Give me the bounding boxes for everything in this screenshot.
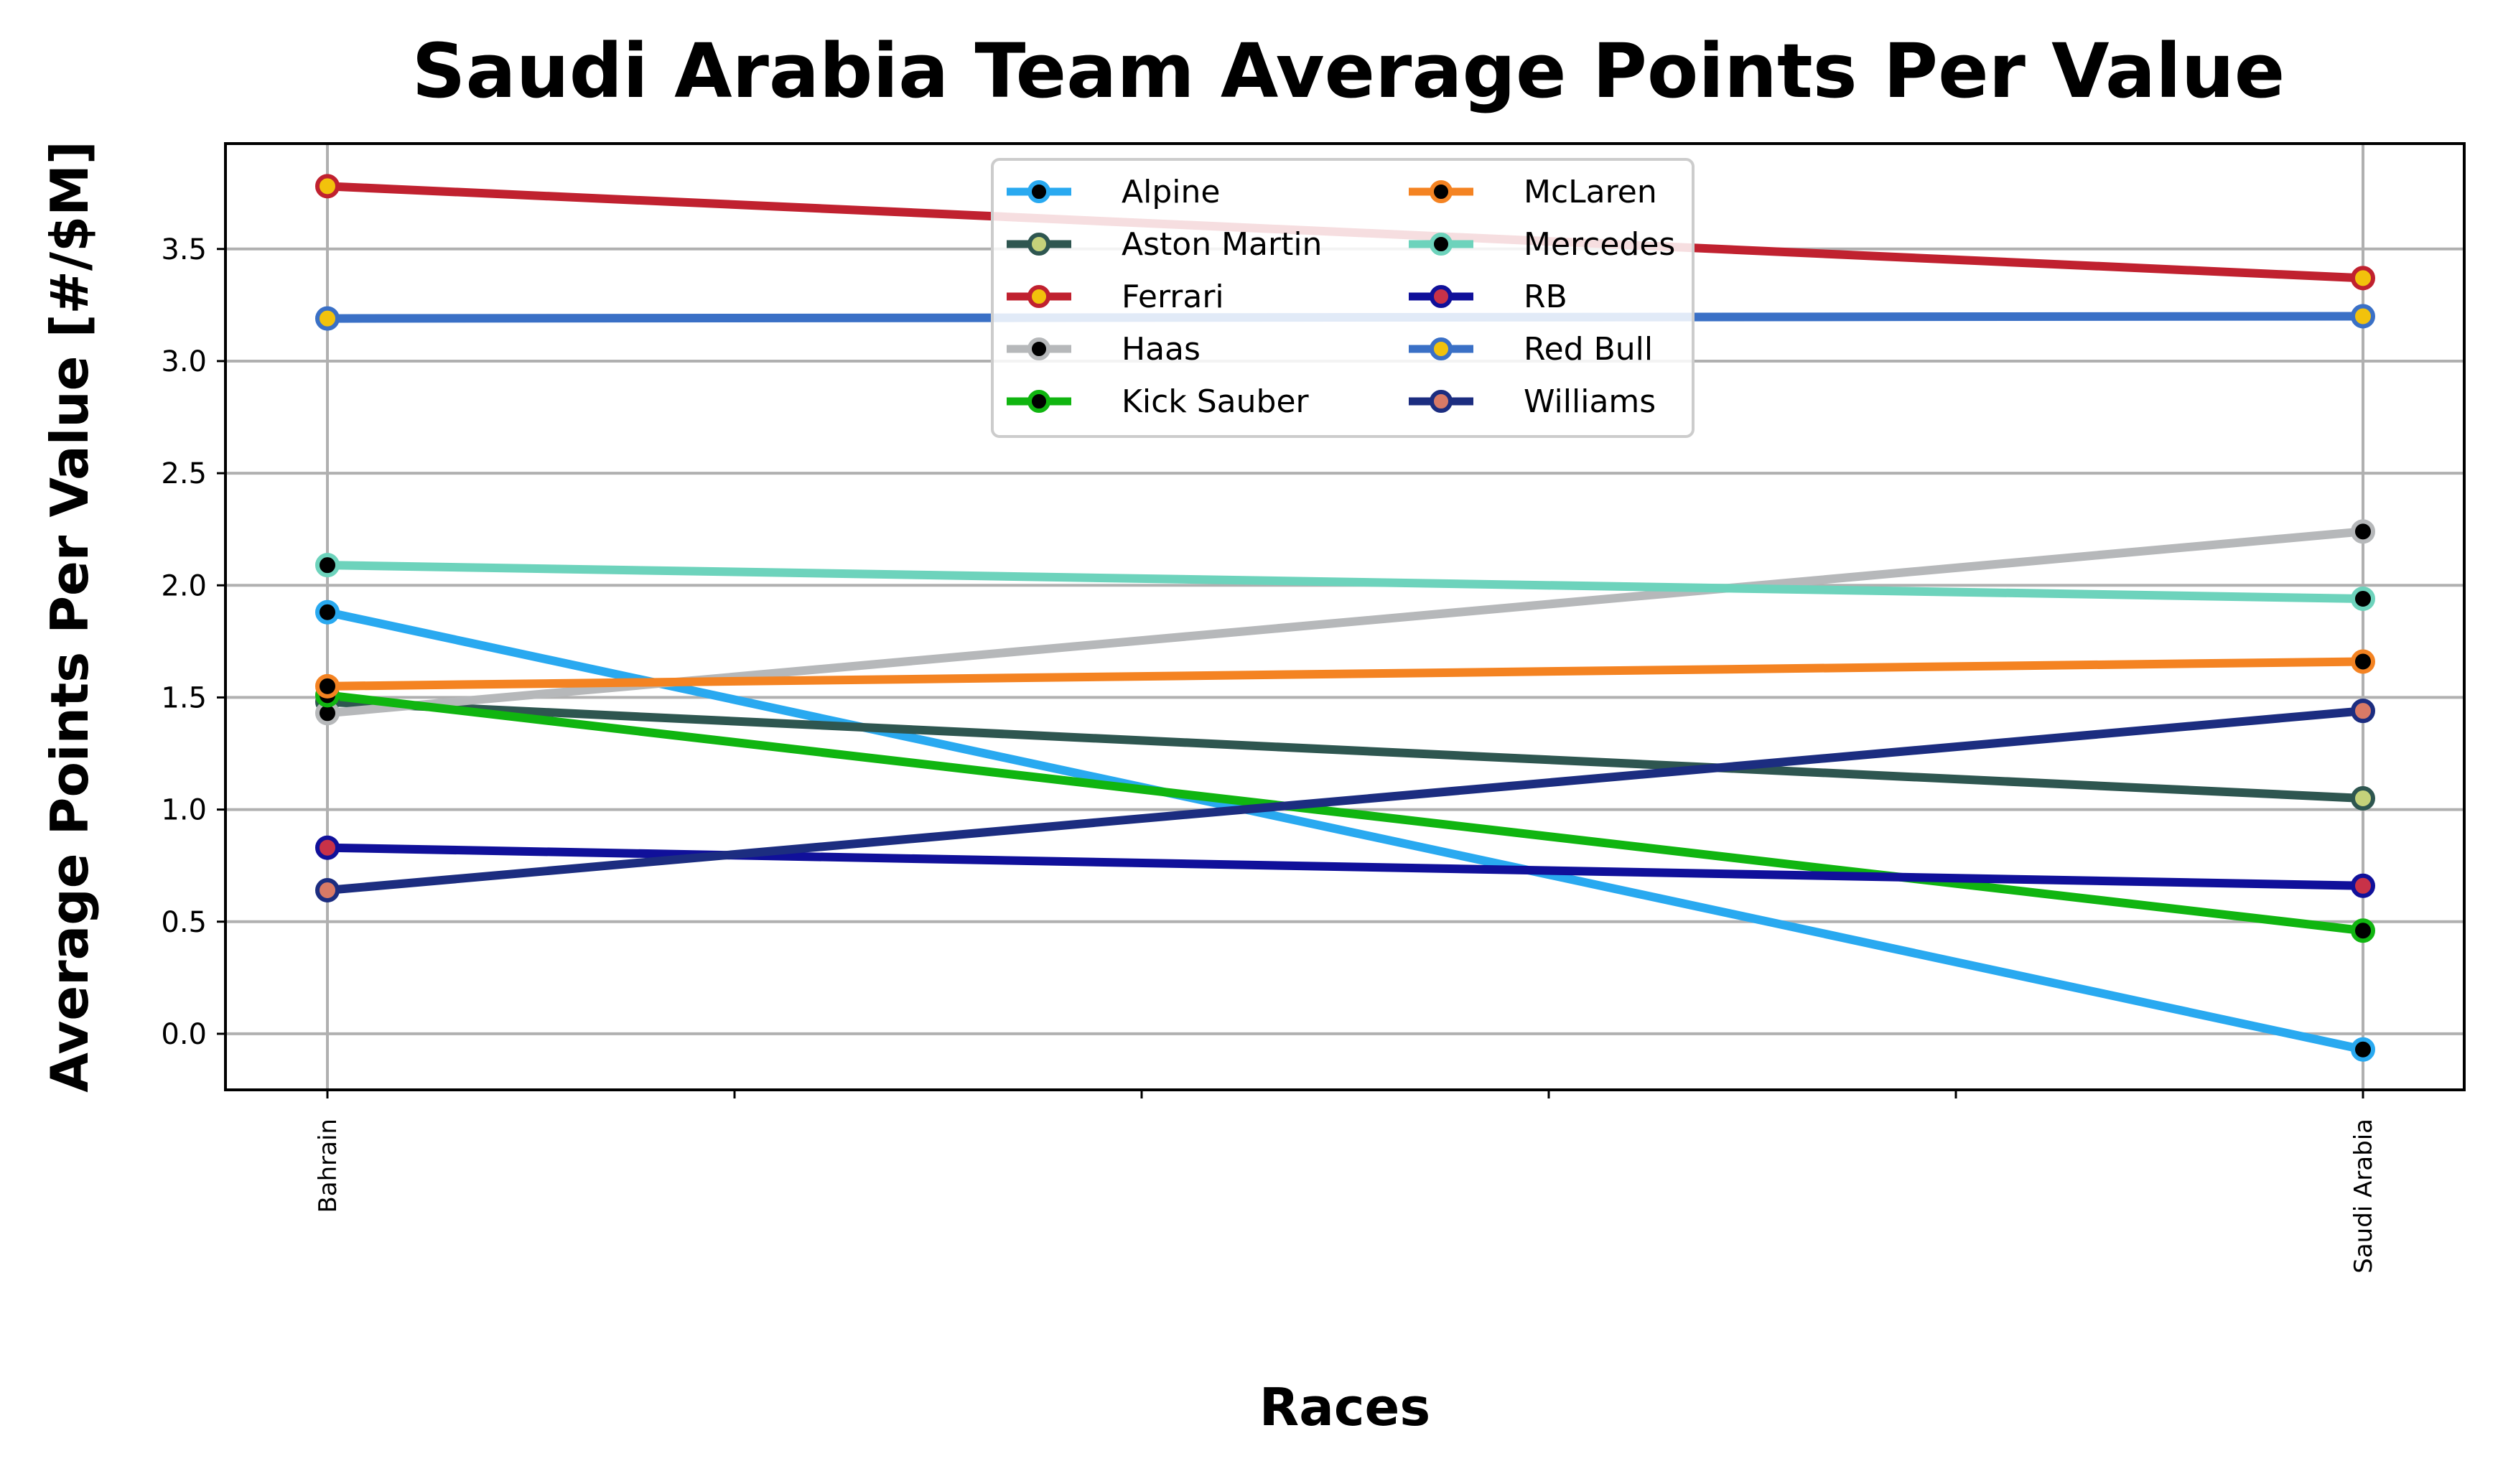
legend-label: Aston Martin [1122, 226, 1322, 263]
data-point [2351, 649, 2375, 674]
legend-label: Haas [1122, 331, 1201, 368]
data-point [315, 835, 340, 860]
series-line [327, 561, 2364, 604]
series-line [327, 706, 2364, 895]
data-point [315, 553, 340, 578]
legend: Alpine Aston Martin Ferrari Haas Kick Sauber… [991, 158, 1695, 438]
legend-label: Mercedes [1524, 226, 1675, 263]
legend-swatch-marker [1027, 233, 1050, 256]
x-tick-label: Saudi Arabia [2349, 1119, 2378, 1274]
data-point [2351, 519, 2375, 544]
data-point [2351, 304, 2375, 329]
y-tick-label: 2.0 [161, 569, 207, 602]
series-line [327, 657, 2364, 691]
legend-label: Williams [1524, 383, 1656, 420]
chart-title: Saudi Arabia Team Average Points Per Val… [412, 27, 2285, 115]
legend-box [991, 158, 1695, 438]
legend-swatch-marker [1430, 337, 1453, 360]
legend-swatch-marker [1027, 285, 1050, 308]
y-tick-label: 0.5 [161, 906, 207, 939]
data-point [315, 306, 340, 331]
legend-swatch-marker [1430, 180, 1453, 203]
legend-swatch-marker [1027, 337, 1050, 360]
legend-swatch-marker [1027, 180, 1050, 203]
plot-frame [224, 142, 2466, 1091]
series-line [327, 691, 2364, 935]
y-tick-label: 1.0 [161, 794, 207, 827]
y-tick-label: 3.5 [161, 233, 207, 266]
data-point [315, 599, 340, 625]
legend-label: RB [1524, 279, 1567, 315]
axis-layer: 0.0 0.5 1.0 1.5 2.0 2.5 3.0 3.5 Bahrain Saudi Ara… [161, 233, 2378, 1274]
series-line [327, 843, 2364, 890]
y-tick-label: 0.0 [161, 1018, 207, 1051]
legend-swatch-marker [1027, 390, 1050, 413]
legend-swatch-marker [1430, 233, 1453, 256]
legend-label: McLaren [1524, 174, 1657, 210]
data-point [2351, 785, 2375, 811]
data-point [315, 673, 340, 699]
legend-label: Ferrari [1122, 279, 1224, 315]
data-point [2351, 918, 2375, 943]
legend-label: Red Bull [1524, 331, 1653, 368]
y-tick-label: 2.5 [161, 457, 207, 490]
data-point [2351, 699, 2375, 724]
data-point [315, 174, 340, 199]
data-point [2351, 1037, 2375, 1062]
data-point [2351, 587, 2375, 612]
data-point [2351, 873, 2375, 898]
legend-label: Alpine [1122, 174, 1220, 210]
y-tick-label: 1.5 [161, 681, 207, 714]
data-point [2351, 266, 2375, 291]
x-axis-label: Races [1259, 1377, 1430, 1437]
y-tick-label: 3.0 [161, 345, 207, 378]
data-point [315, 878, 340, 903]
legend-swatch-marker [1430, 390, 1453, 413]
y-axis-label: Average Points Per Value [#/$M] [39, 141, 100, 1093]
x-tick-label: Bahrain [314, 1119, 342, 1213]
legend-label: Kick Sauber [1122, 383, 1310, 420]
legend-swatch-marker [1430, 285, 1453, 308]
series-line [327, 697, 2364, 803]
